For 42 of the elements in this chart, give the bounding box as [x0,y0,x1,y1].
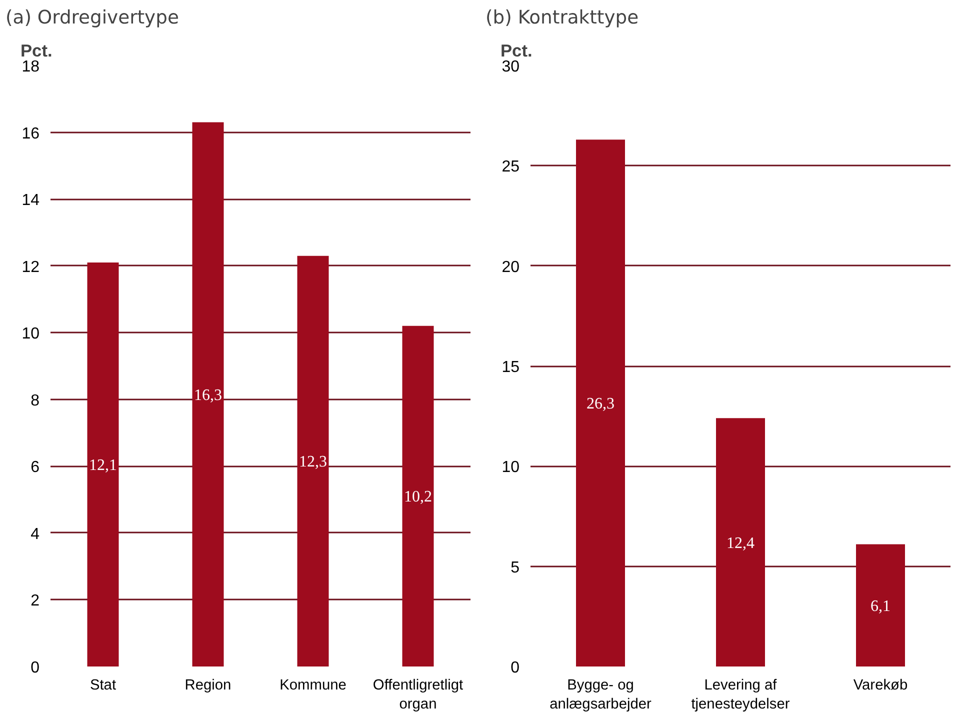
data-label: 12,4 [726,534,754,552]
bar [192,122,224,666]
y-tick-label: 25 [502,158,520,176]
x-tick-label: Bygge- og anlægsarbejder [550,678,652,713]
y-tick-label: 15 [502,359,520,376]
data-label: 26,3 [586,396,614,413]
y-tick-label: 8 [30,392,40,410]
y-tick-label: 20 [502,258,520,276]
chart-title: (a) Ordregivertype [6,8,179,28]
bar [856,544,905,666]
data-label: 10,2 [404,488,432,506]
y-tick-label: 2 [30,592,40,610]
y-tick-label: 6 [30,459,40,476]
y-axis-title: Pct. [20,40,52,60]
bar [576,140,625,666]
y-tick-label: 10 [502,459,520,476]
y-axis-title: Pct. [500,40,532,60]
data-label: 12,3 [299,454,327,471]
y-tick-label: 0 [30,660,40,676]
chart-title: (b) Kontrakttype [486,8,639,28]
x-tick-label: Kommune [280,678,346,694]
y-tick-label: 12 [22,258,40,276]
y-tick-label: 30 [502,58,520,76]
bar [402,326,434,666]
data-label: 6,1 [870,598,890,615]
data-label: 16,3 [194,386,222,404]
y-tick-label: 4 [30,526,40,543]
y-tick-label: 0 [510,660,520,676]
x-tick-label: Stat [90,678,116,694]
y-tick-label: 5 [510,559,520,576]
bar [297,256,329,666]
bar [716,418,765,666]
y-tick-label: 14 [22,192,40,210]
data-label: 12,1 [89,456,117,474]
y-tick-label: 16 [22,125,40,142]
x-tick-label: Levering af tjenesteydelser [691,678,790,713]
bar [87,262,119,666]
x-tick-label: Region [184,678,232,694]
x-tick-label: Offentligretligt organ [372,678,464,713]
y-tick-label: 18 [22,58,40,76]
y-tick-label: 10 [22,326,40,343]
x-tick-label: Varekøb [853,678,908,694]
